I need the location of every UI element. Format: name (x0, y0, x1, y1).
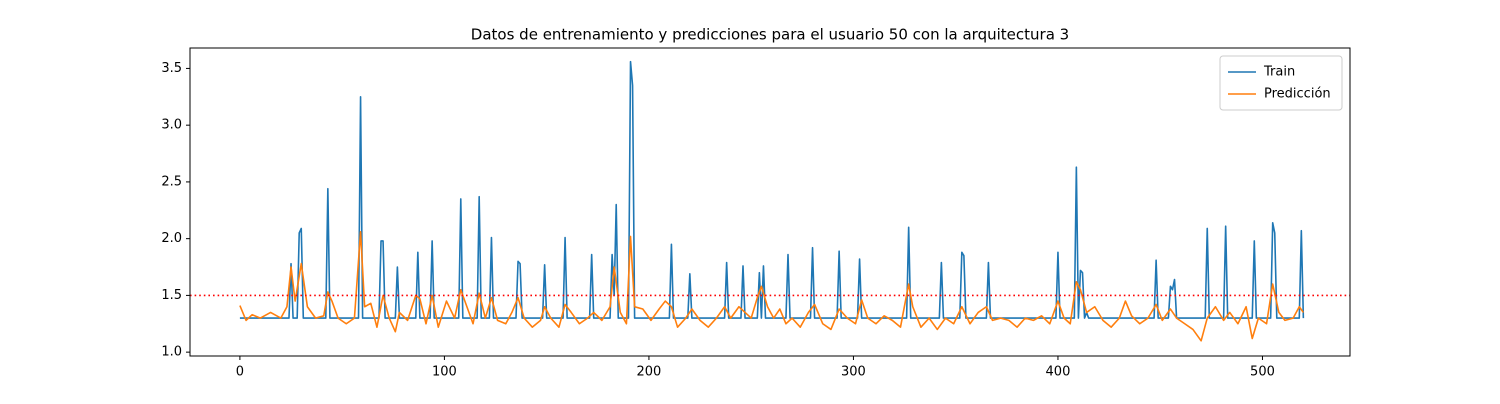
y-tick-label: 2.5 (161, 174, 182, 189)
x-tick-label: 400 (1046, 365, 1071, 380)
x-tick-label: 200 (637, 365, 662, 380)
y-tick-label: 1.5 (161, 288, 182, 303)
legend-box (1219, 55, 1343, 111)
legend-label: Predicción (1264, 87, 1331, 102)
y-tick-label: 3.5 (161, 61, 182, 76)
x-tick-label: 300 (841, 365, 866, 380)
x-tick-label: 0 (236, 365, 244, 380)
chart-title: Datos de entrenamiento y predicciones pa… (471, 26, 1069, 44)
plot-frame (189, 47, 1351, 357)
y-tick-label: 3.0 (161, 118, 182, 133)
series-line (239, 231, 1305, 342)
legend-label: Train (1263, 65, 1295, 80)
y-tick-label: 1.0 (161, 345, 182, 360)
series-line (239, 60, 1305, 319)
x-tick-label: 100 (432, 365, 457, 380)
y-tick-label: 2.0 (161, 231, 182, 246)
x-tick-label: 500 (1250, 365, 1275, 380)
